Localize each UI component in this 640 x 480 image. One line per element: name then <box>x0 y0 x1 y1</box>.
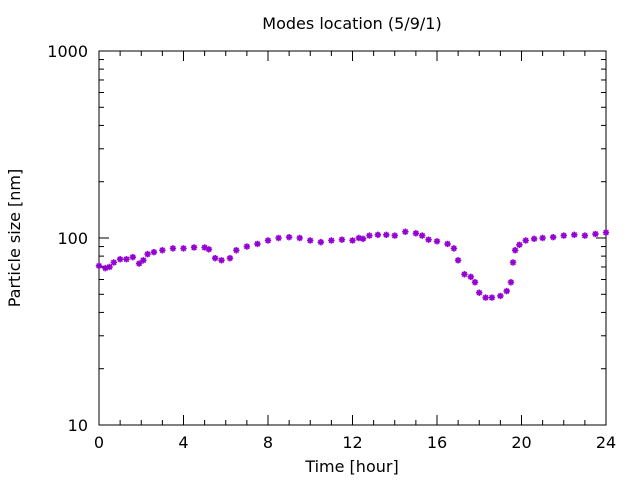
data-point <box>102 264 109 272</box>
data-point <box>296 234 303 242</box>
data-point <box>144 250 151 258</box>
data-point <box>129 253 136 261</box>
data-point <box>530 235 538 243</box>
data-point <box>511 247 519 254</box>
x-axis-label: Time [hour] <box>304 457 398 476</box>
x-tick-label: 24 <box>596 433 616 452</box>
data-point <box>433 238 441 245</box>
data-point <box>159 247 166 254</box>
data-point <box>509 259 517 266</box>
data-point <box>549 233 557 241</box>
data-point <box>374 231 382 239</box>
data-point <box>233 247 240 254</box>
data-point <box>450 245 458 252</box>
data-point <box>169 245 177 252</box>
data-point <box>275 234 282 242</box>
y-tick-label: 1000 <box>47 42 88 61</box>
data-point <box>425 236 432 243</box>
data-point <box>106 263 113 271</box>
data-point <box>135 260 143 267</box>
data-point <box>95 262 103 270</box>
x-tick-label: 8 <box>263 433 273 452</box>
data-point <box>461 271 468 278</box>
data-point <box>285 233 293 241</box>
y-tick-label: 10 <box>68 416 88 435</box>
data-point <box>226 254 234 262</box>
data-point <box>317 238 325 246</box>
x-tick-label: 0 <box>94 433 104 452</box>
data-point <box>391 232 398 239</box>
data-point <box>254 240 261 248</box>
data-point <box>471 279 479 286</box>
data-point <box>218 257 225 264</box>
data-point <box>467 273 474 281</box>
data-point <box>592 230 599 238</box>
data-point <box>581 232 589 239</box>
data-point <box>359 235 367 243</box>
data-point <box>211 254 219 262</box>
data-point <box>190 244 198 251</box>
data-point <box>507 279 515 286</box>
data-point <box>482 294 489 301</box>
data-point <box>419 232 426 239</box>
data-point <box>116 256 124 263</box>
x-axis: 0 4 8 12 16 20 24 <box>94 51 616 452</box>
data-point <box>338 236 346 243</box>
data-point <box>571 231 578 239</box>
data-point <box>201 244 208 251</box>
data-point <box>355 234 363 242</box>
data-point <box>412 230 420 237</box>
data-point <box>243 243 251 250</box>
data-point <box>328 237 335 244</box>
x-tick-label: 12 <box>342 433 362 452</box>
chart-title: Modes location (5/9/1) <box>262 14 441 33</box>
data-point <box>264 237 272 244</box>
data-point <box>522 237 529 244</box>
y-tick-label: 100 <box>57 229 88 248</box>
data-point <box>454 257 462 264</box>
data-point <box>366 232 373 239</box>
data-point <box>602 229 610 236</box>
data-point <box>180 245 187 252</box>
data-point <box>503 287 510 295</box>
data-series <box>95 228 610 301</box>
x-tick-label: 20 <box>511 433 531 452</box>
data-point <box>402 228 409 235</box>
data-point <box>205 246 213 253</box>
data-point <box>150 248 158 256</box>
data-point <box>123 256 130 263</box>
data-point <box>349 237 356 244</box>
data-point <box>140 257 147 264</box>
data-point <box>383 231 390 239</box>
x-tick-label: 16 <box>427 433 447 452</box>
data-point <box>444 240 451 248</box>
data-point <box>307 237 314 244</box>
data-point <box>488 294 496 301</box>
data-point <box>476 289 483 296</box>
data-point <box>560 232 567 239</box>
y-axis-label: Particle size [nm] <box>5 169 24 308</box>
data-point <box>110 259 117 266</box>
data-point <box>497 292 504 300</box>
y-axis: 10 100 1000 <box>47 42 606 435</box>
x-tick-label: 4 <box>178 433 188 452</box>
data-point <box>539 234 546 242</box>
data-point <box>516 241 523 248</box>
